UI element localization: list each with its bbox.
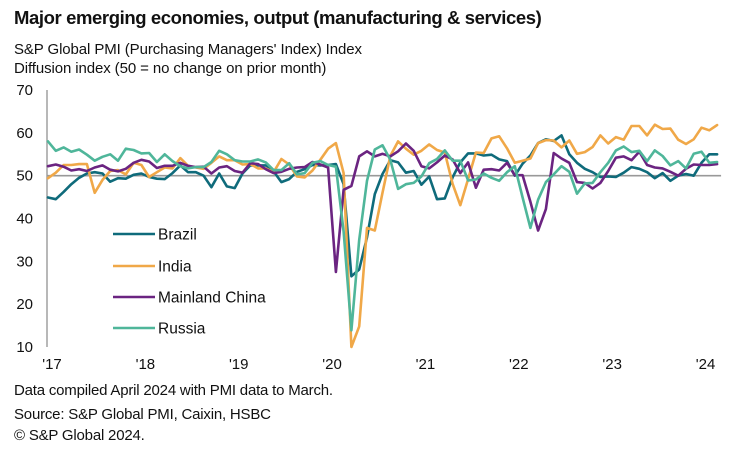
x-tick-label: '24	[696, 356, 716, 373]
chart-axis-description: Diffusion index (50 = no change on prior…	[14, 60, 327, 77]
legend-label-russia: Russia	[158, 321, 206, 338]
legend-label-brazil: Brazil	[158, 227, 197, 244]
x-axis-ticks: '17 '18 '19 '20 '21 '22 '23 '24	[42, 356, 715, 373]
series-line-mainland-china	[46, 142, 719, 274]
footnote-copyright: © S&P Global 2024.	[14, 427, 145, 444]
x-tick-label: '21	[416, 356, 436, 373]
chart-title: Major emerging economies, output (manufa…	[14, 7, 542, 28]
legend: Brazil India Mainland China Russia	[113, 227, 266, 338]
x-tick-label: '18	[136, 356, 156, 373]
x-tick-label: '17	[42, 356, 62, 373]
y-tick-label: 50	[16, 168, 33, 185]
y-tick-label: 30	[16, 253, 33, 270]
footnote-data-compiled: Data compiled April 2024 with PMI data t…	[14, 382, 333, 399]
legend-label-mainland-china: Mainland China	[158, 290, 266, 307]
x-tick-label: '19	[229, 356, 249, 373]
y-axis-ticks: 10 20 30 40 50 60 70	[16, 82, 33, 356]
y-tick-label: 20	[16, 296, 33, 313]
y-tick-label: 40	[16, 211, 33, 228]
x-tick-label: '22	[509, 356, 529, 373]
footnote-source: Source: S&P Global PMI, Caixin, HSBC	[14, 406, 271, 423]
chart-subtitle: S&P Global PMI (Purchasing Managers' Ind…	[14, 41, 362, 58]
series-line-russia	[46, 140, 719, 332]
legend-label-india: India	[158, 259, 192, 276]
series-line-india	[46, 123, 719, 349]
x-tick-label: '23	[602, 356, 622, 373]
y-tick-label: 10	[16, 339, 33, 356]
x-tick-label: '20	[322, 356, 342, 373]
series-lines	[46, 123, 719, 349]
y-tick-label: 60	[16, 125, 33, 142]
y-tick-label: 70	[16, 82, 33, 99]
